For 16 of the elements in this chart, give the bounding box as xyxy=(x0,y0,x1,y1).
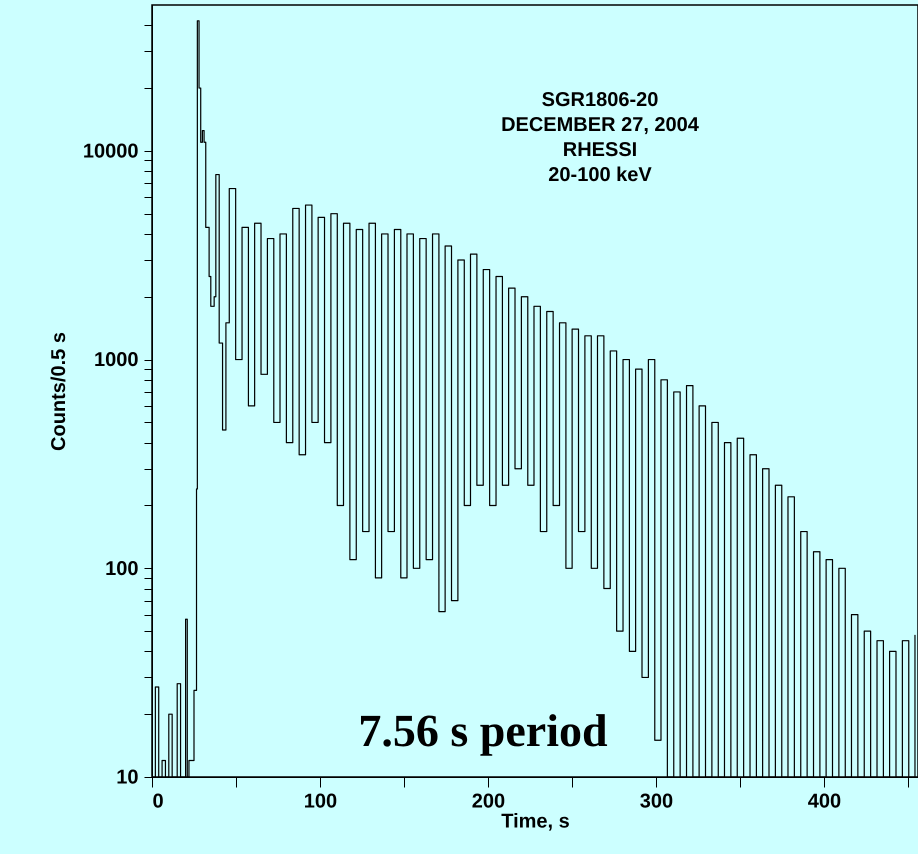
annotation: SGR1806-20 xyxy=(542,89,658,111)
y-axis-title: Counts/0.5 s xyxy=(48,332,70,451)
x-tick-label: 100 xyxy=(304,790,338,812)
y-tick-label: 100 xyxy=(105,558,138,580)
annotation: 20-100 keV xyxy=(548,164,652,186)
x-tick-label: 200 xyxy=(472,790,506,812)
y-tick-label: 10000 xyxy=(82,140,138,162)
x-tick-label: 300 xyxy=(640,790,674,812)
x-tick-label: 0 xyxy=(152,790,164,812)
annotation: DECEMBER 27, 2004 xyxy=(501,114,700,136)
y-tick-label: 1000 xyxy=(94,349,138,372)
x-tick-label: 400 xyxy=(808,790,842,812)
annotation: RHESSI xyxy=(562,139,638,161)
y-tick-label: 10 xyxy=(116,766,138,788)
x-axis-title: Time, s xyxy=(501,810,570,832)
annotation: 7.56 s period xyxy=(358,705,608,756)
